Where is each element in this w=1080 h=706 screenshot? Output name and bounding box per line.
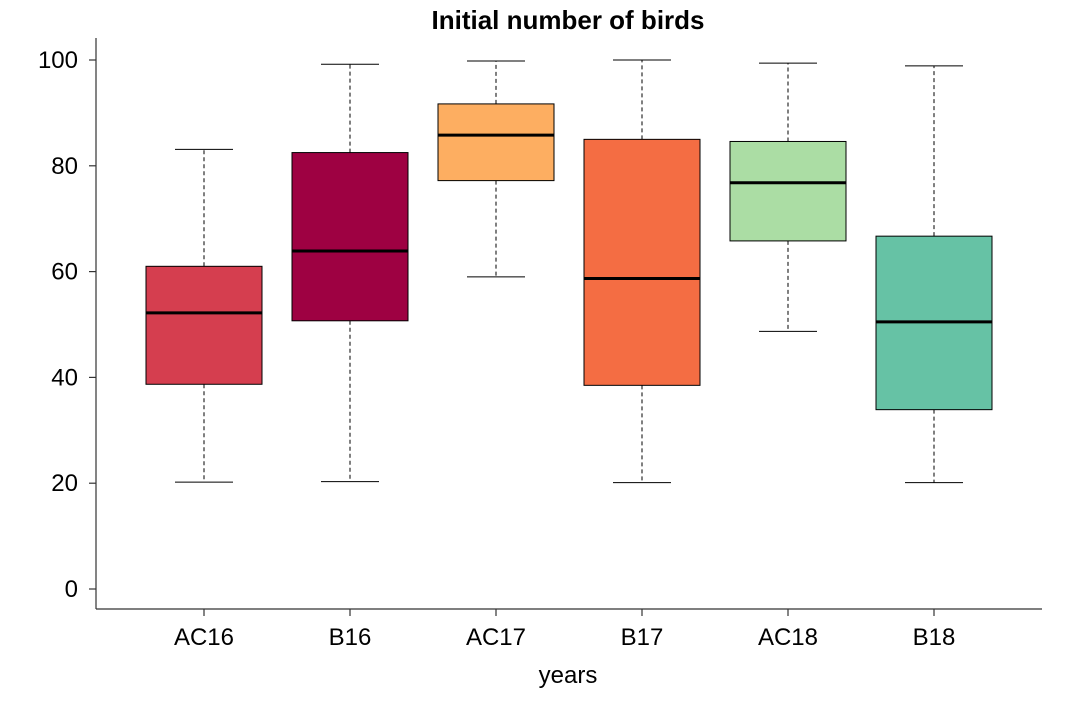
x-tick-label: B17 — [621, 624, 664, 651]
x-tick-label: AC16 — [174, 624, 234, 651]
x-axis-label: years — [539, 662, 598, 689]
y-tick-label: 20 — [51, 470, 78, 497]
chart-title: Initial number of birds — [431, 5, 704, 35]
y-tick-label: 40 — [51, 364, 78, 391]
y-tick-label: 80 — [51, 153, 78, 180]
box-B16 — [291, 152, 409, 322]
y-tick-label: 0 — [65, 576, 78, 603]
box-AC17 — [437, 103, 555, 182]
y-tick-label: 60 — [51, 259, 78, 286]
box-B17 — [583, 138, 701, 386]
x-tick-label: AC18 — [758, 624, 818, 651]
box-AC18 — [729, 140, 847, 242]
y-tick-label: 100 — [38, 47, 78, 74]
x-tick-label: AC17 — [466, 624, 526, 651]
x-tick-label: B18 — [913, 624, 956, 651]
x-tick-label: B16 — [329, 624, 372, 651]
plot-area: 0 20 40 60 80 100 AC16 B16 AC17 B17 AC18 B18 — [38, 38, 1042, 651]
box-AC16 — [145, 265, 263, 385]
